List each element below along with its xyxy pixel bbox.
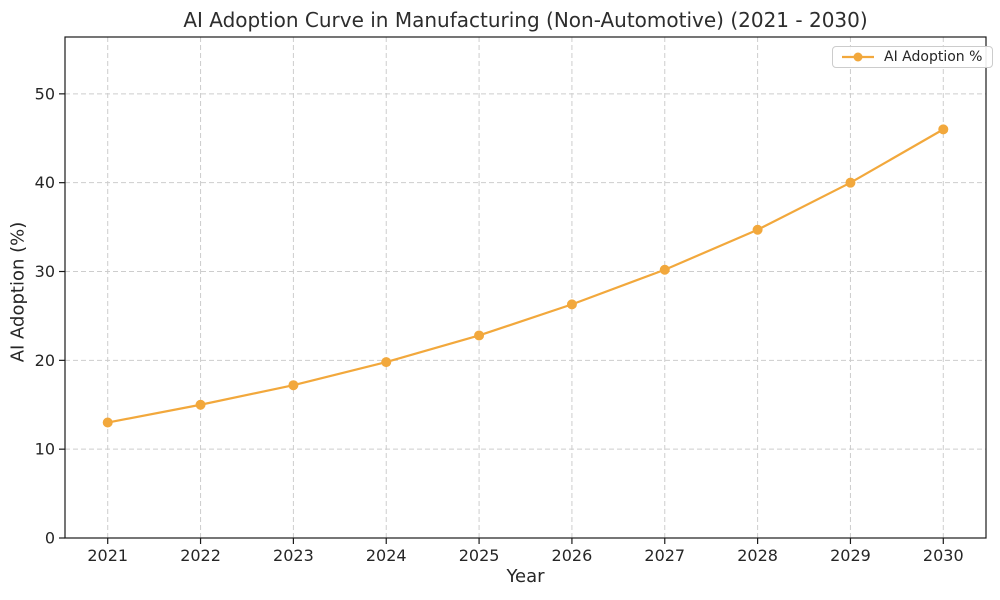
chart-title: AI Adoption Curve in Manufacturing (Non-… — [183, 8, 868, 32]
data-point-marker — [566, 299, 577, 310]
data-point-marker — [938, 124, 949, 135]
y-tick-label: 10 — [35, 440, 55, 459]
series-line — [106, 128, 945, 424]
data-point-marker — [195, 399, 206, 410]
y-tick-label: 40 — [35, 173, 55, 192]
x-axis-label: Year — [506, 566, 545, 587]
data-point-marker — [381, 357, 392, 368]
y-tick-label: 30 — [35, 262, 55, 281]
data-point-marker — [102, 417, 113, 428]
y-tick-label: 0 — [45, 529, 55, 548]
x-tick-label: 2022 — [180, 546, 221, 565]
x-tick-label: 2024 — [366, 546, 407, 565]
data-point-marker — [288, 380, 299, 391]
y-axis-label: AI Adoption (%) — [7, 221, 29, 363]
x-tick-label: 2030 — [923, 546, 964, 565]
data-point-marker — [474, 330, 485, 341]
plot-border — [64, 36, 987, 539]
x-tick-label: 2021 — [87, 546, 128, 565]
x-tick-label: 2029 — [830, 546, 871, 565]
y-tick-label: 20 — [35, 351, 55, 370]
x-tick-label: 2026 — [552, 546, 593, 565]
data-point-marker — [659, 264, 670, 275]
legend-line-marker-icon — [842, 52, 874, 62]
legend: AI Adoption % — [832, 46, 994, 68]
y-tick-label: 50 — [35, 84, 55, 103]
x-tick-label: 2025 — [459, 546, 500, 565]
x-tick-label: 2027 — [644, 546, 685, 565]
data-point-marker — [752, 224, 763, 235]
x-tick-label: 2023 — [273, 546, 314, 565]
x-tick-label: 2028 — [737, 546, 778, 565]
data-point-marker — [845, 177, 856, 188]
legend-label: AI Adoption % — [884, 49, 983, 65]
